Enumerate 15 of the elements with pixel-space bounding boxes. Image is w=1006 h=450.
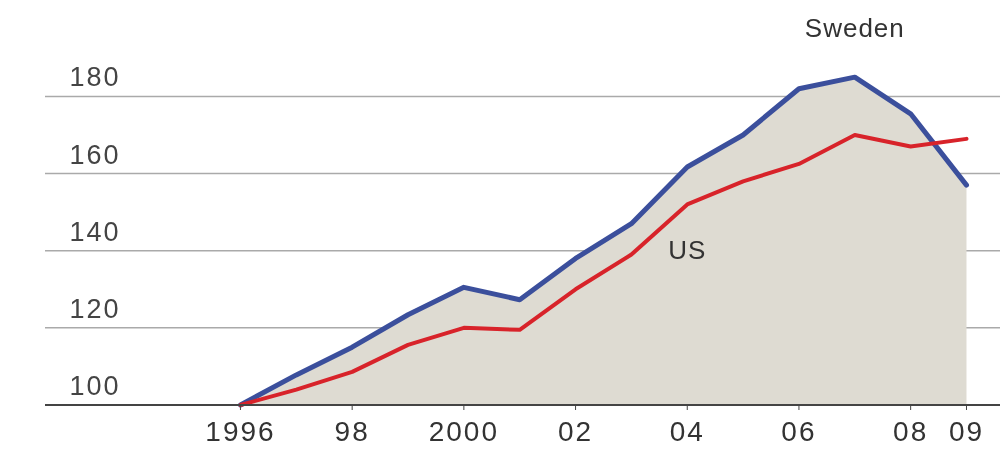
x-tick-label: 06 — [781, 416, 817, 447]
y-tick-label: 120 — [69, 293, 121, 324]
x-tick-label: 1996 — [205, 416, 276, 447]
x-tick-label: 2000 — [428, 416, 500, 447]
series-label: Sweden — [804, 13, 905, 44]
y-tick-label: 100 — [69, 371, 121, 401]
series-label: US — [668, 235, 707, 266]
x-tick-label: 98 — [334, 416, 370, 447]
x-tick-label: 08 — [893, 416, 929, 447]
y-tick-label: 160 — [69, 139, 121, 170]
x-tick-label: 02 — [557, 416, 594, 447]
x-tick-label: 04 — [669, 416, 705, 447]
y-tick-label: 140 — [69, 216, 121, 247]
y-tick-label: 180 — [69, 62, 121, 93]
x-tick-label: 09 — [948, 416, 985, 447]
